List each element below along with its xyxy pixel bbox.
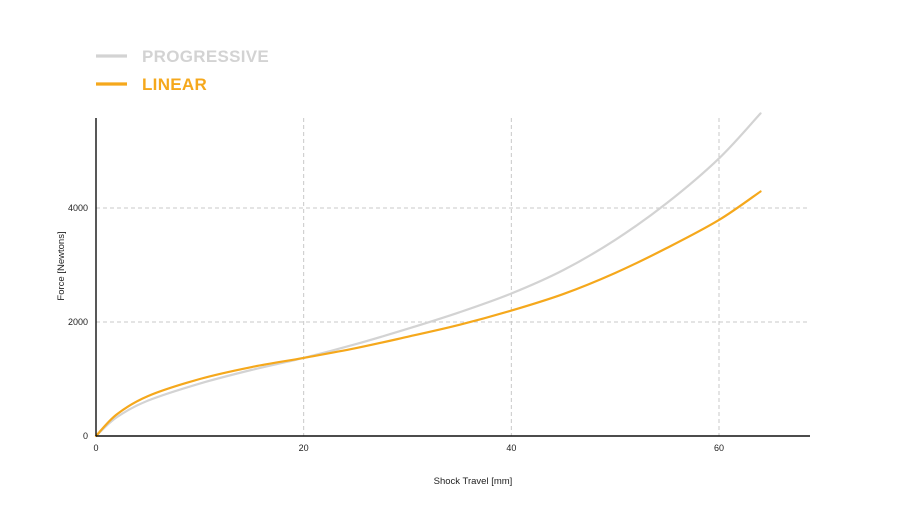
tick-labels: 0 20 40 60 0 2000 4000 bbox=[68, 203, 724, 453]
series-line-linear bbox=[94, 190, 762, 438]
axes bbox=[95, 118, 810, 437]
y-tick-label-0: 0 bbox=[83, 431, 88, 441]
x-axis-title: Shock Travel [mm] bbox=[434, 476, 513, 487]
x-tick-label-0: 0 bbox=[93, 443, 98, 453]
y-tick-label-4000: 4000 bbox=[68, 203, 88, 213]
y-tick-label-2000: 2000 bbox=[68, 317, 88, 327]
legend: PROGRESSIVE LINEAR bbox=[96, 47, 269, 94]
series-group bbox=[94, 112, 762, 438]
series-line-progressive bbox=[94, 112, 762, 438]
x-tick-label-60: 60 bbox=[714, 443, 724, 453]
x-tick-label-20: 20 bbox=[299, 443, 309, 453]
x-tick-label-40: 40 bbox=[506, 443, 516, 453]
legend-label-progressive: PROGRESSIVE bbox=[142, 47, 269, 66]
grid bbox=[96, 118, 810, 436]
y-axis-title: Force [Newtons] bbox=[56, 231, 67, 300]
legend-label-linear: LINEAR bbox=[142, 75, 207, 94]
